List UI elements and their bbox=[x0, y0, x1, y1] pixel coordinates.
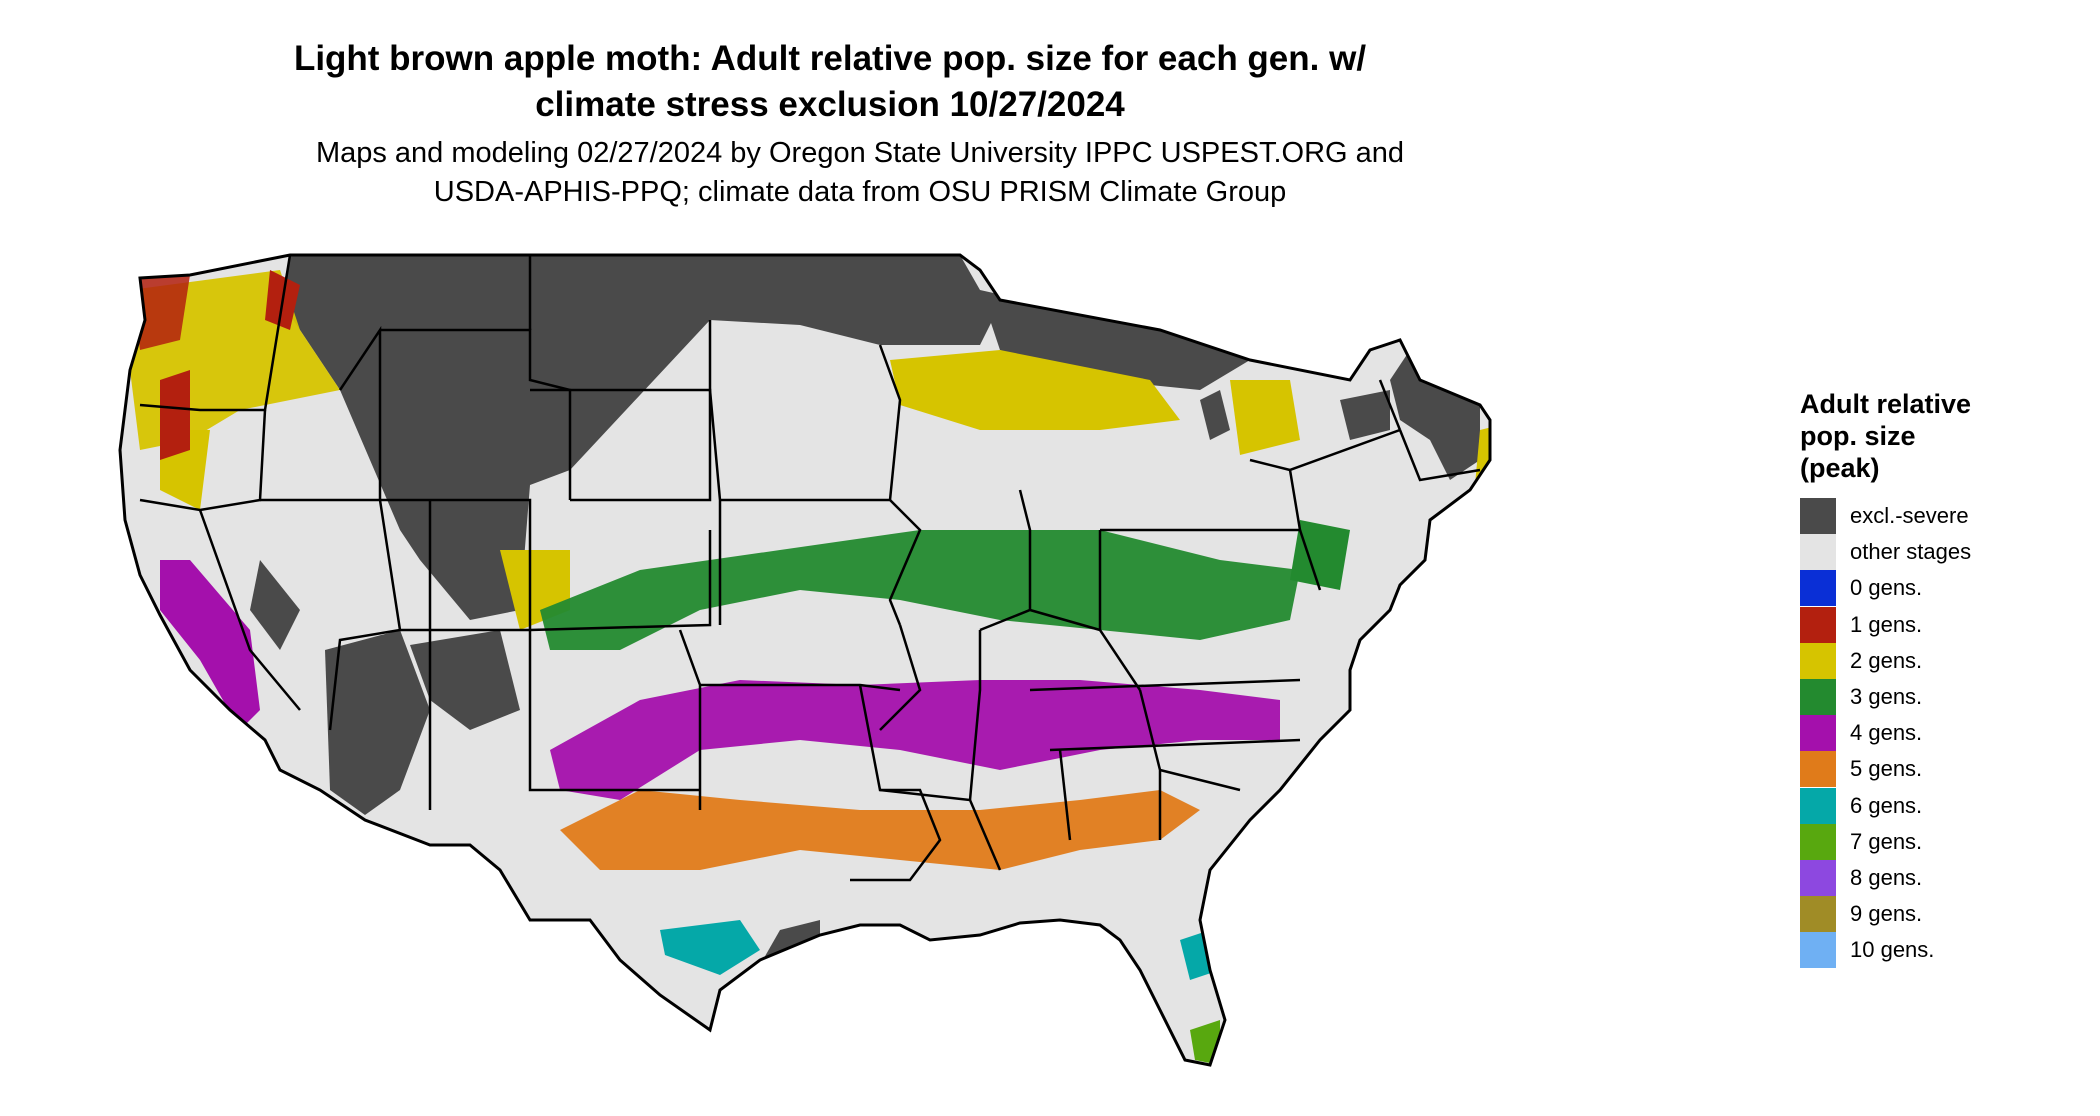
legend-title-line-2: pop. size bbox=[1800, 421, 1916, 451]
legend-item-5-gens: 5 gens. bbox=[1800, 751, 2080, 788]
title-line-1: Light brown apple moth: Adult relative p… bbox=[293, 39, 1367, 78]
legend-title-line-1: Adult relative bbox=[1800, 389, 1972, 419]
legend-label: 8 gens. bbox=[1850, 864, 1923, 890]
legend-swatch bbox=[1800, 642, 1836, 679]
gen-3-regions bbox=[540, 520, 1350, 650]
legend-item-3-gens: 3 gens. bbox=[1800, 679, 2080, 716]
legend-item-4-gens: 4 gens. bbox=[1800, 715, 2080, 752]
legend-items: excl.-severe other stages 0 gens. 1 gens… bbox=[1800, 498, 2080, 969]
legend-label: 2 gens. bbox=[1850, 647, 1923, 673]
us-map bbox=[118, 253, 1492, 1067]
legend-item-6-gens: 6 gens. bbox=[1800, 787, 2080, 824]
legend-label: 6 gens. bbox=[1850, 792, 1923, 818]
legend-label: 3 gens. bbox=[1850, 684, 1923, 710]
legend-item-excl-severe: excl.-severe bbox=[1800, 498, 2080, 535]
legend-swatch bbox=[1800, 715, 1836, 752]
legend-label: excl.-severe bbox=[1850, 503, 1969, 529]
gen-5-regions bbox=[560, 790, 1200, 870]
legend-swatch bbox=[1800, 498, 1836, 535]
legend-item-other-stages: other stages bbox=[1800, 534, 2080, 571]
map-subtitle: Maps and modeling 02/27/2024 by Oregon S… bbox=[300, 134, 1420, 212]
legend-swatch bbox=[1800, 787, 1836, 824]
subtitle-line-2: USDA-APHIS-PPQ; climate data from OSU PR… bbox=[433, 176, 1287, 208]
gen-4-regions bbox=[160, 560, 1280, 800]
state-boundaries bbox=[139, 254, 1481, 882]
legend-swatch bbox=[1800, 570, 1836, 607]
gen-1-regions bbox=[130, 270, 300, 460]
legend-title: Adult relative pop. size (peak) bbox=[1800, 388, 2080, 484]
legend-swatch bbox=[1800, 679, 1836, 716]
legend: Adult relative pop. size (peak) excl.-se… bbox=[1800, 388, 2080, 969]
subtitle-line-1: Maps and modeling 02/27/2024 by Oregon S… bbox=[315, 137, 1405, 169]
legend-label: 4 gens. bbox=[1850, 720, 1923, 746]
legend-item-2-gens: 2 gens. bbox=[1800, 642, 2080, 679]
map-title: Light brown apple moth: Adult relative p… bbox=[280, 36, 1380, 128]
legend-label: 0 gens. bbox=[1850, 575, 1923, 601]
legend-label: other stages bbox=[1850, 539, 1972, 565]
legend-label: 10 gens. bbox=[1850, 937, 1935, 963]
gen-regions bbox=[120, 255, 1490, 1065]
legend-swatch bbox=[1800, 606, 1836, 643]
legend-swatch bbox=[1800, 534, 1836, 571]
legend-swatch bbox=[1800, 751, 1836, 788]
legend-swatch bbox=[1800, 823, 1836, 860]
legend-item-0-gens: 0 gens. bbox=[1800, 570, 2080, 607]
legend-label: 5 gens. bbox=[1850, 756, 1923, 782]
legend-label: 9 gens. bbox=[1850, 901, 1923, 927]
legend-swatch bbox=[1800, 859, 1836, 896]
legend-item-10-gens: 10 gens. bbox=[1800, 932, 2080, 969]
legend-swatch bbox=[1800, 896, 1836, 933]
legend-item-8-gens: 8 gens. bbox=[1800, 859, 2080, 896]
legend-item-9-gens: 9 gens. bbox=[1800, 896, 2080, 933]
legend-item-7-gens: 7 gens. bbox=[1800, 823, 2080, 860]
legend-item-1-gens: 1 gens. bbox=[1800, 606, 2080, 643]
legend-swatch bbox=[1800, 932, 1836, 969]
legend-title-line-3: (peak) bbox=[1800, 453, 1880, 483]
legend-label: 1 gens. bbox=[1850, 611, 1923, 637]
title-line-2: climate stress exclusion 10/27/2024 bbox=[535, 85, 1125, 124]
legend-label: 7 gens. bbox=[1850, 828, 1923, 854]
